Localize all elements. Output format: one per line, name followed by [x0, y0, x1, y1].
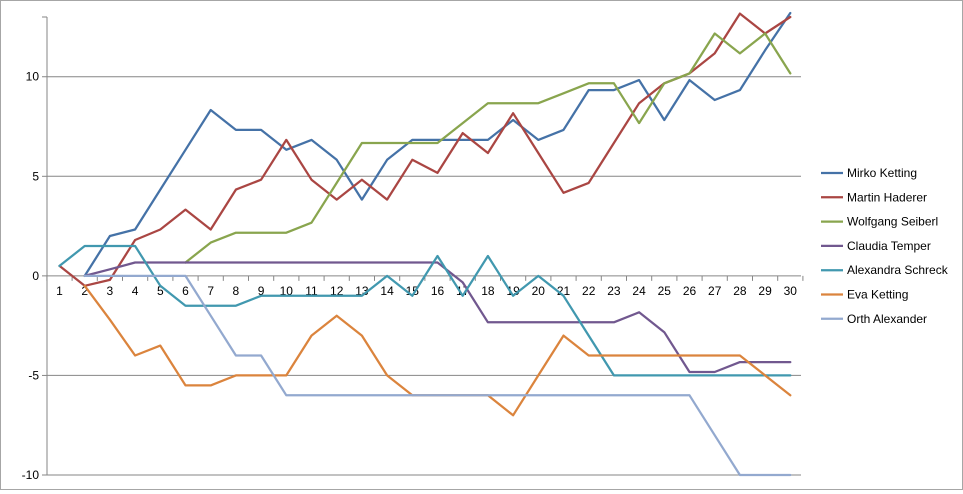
x-tick-label: 7	[207, 284, 214, 298]
x-tick-label: 27	[708, 284, 722, 298]
x-tick-label: 22	[582, 284, 596, 298]
series-line	[83, 11, 792, 278]
legend-label: Mirko Ketting	[847, 166, 917, 180]
y-tick-label: -10	[22, 468, 40, 482]
series-line	[58, 244, 792, 377]
series-line	[184, 32, 792, 264]
x-tick-label: 8	[233, 284, 240, 298]
x-tick-label: 10	[280, 284, 294, 298]
x-tick-label: 12	[330, 284, 344, 298]
x-tick-label: 5	[157, 284, 164, 298]
series-line	[83, 261, 792, 374]
y-tick-label: 0	[32, 269, 39, 283]
series-lines	[58, 11, 792, 477]
y-tick-label: 5	[32, 169, 39, 183]
x-tick-label: 16	[431, 284, 445, 298]
legend-label: Alexandra Schreck	[847, 263, 949, 277]
series-line	[83, 274, 792, 477]
x-tick-label: 6	[182, 284, 189, 298]
y-tick-label: 10	[26, 70, 40, 84]
x-tick-label: 20	[532, 284, 546, 298]
x-tick-label: 14	[380, 284, 394, 298]
y-tick-labels: -10 -5 0 5 10	[22, 70, 40, 482]
x-tick-label: 23	[607, 284, 621, 298]
x-tick-label: 3	[107, 284, 114, 298]
axes	[42, 16, 804, 476]
x-tick-label: 29	[758, 284, 772, 298]
legend-label: Martin Haderer	[847, 190, 927, 204]
x-tick-label: 1	[56, 284, 63, 298]
legend-label: Claudia Temper	[847, 239, 931, 253]
legend-label: Eva Ketting	[847, 288, 908, 302]
x-tick-label: 25	[658, 284, 672, 298]
legend: Mirko Ketting Martin Haderer Wolfgang Seib…	[821, 166, 949, 326]
x-tick-label: 26	[683, 284, 697, 298]
x-tick-label: 9	[258, 284, 265, 298]
legend-label: Orth Alexander	[847, 312, 927, 326]
legend-label: Wolfgang Seiberl	[847, 215, 938, 229]
series-line	[58, 12, 792, 287]
x-tick-label: 28	[733, 284, 747, 298]
y-tick-label: -5	[28, 368, 39, 382]
x-tick-label: 11	[305, 284, 318, 298]
x-tick-labels: 1 2 3 4 5 6 7 8 9 10 11 12 13 14 15 16 17 18 19 20 21 22 23 24 2…	[56, 284, 797, 298]
x-tick-label: 18	[481, 284, 495, 298]
x-tick-label: 2	[81, 284, 88, 298]
x-tick-label: 30	[784, 284, 798, 298]
x-tick-label: 4	[132, 284, 139, 298]
x-tick-label: 24	[632, 284, 646, 298]
